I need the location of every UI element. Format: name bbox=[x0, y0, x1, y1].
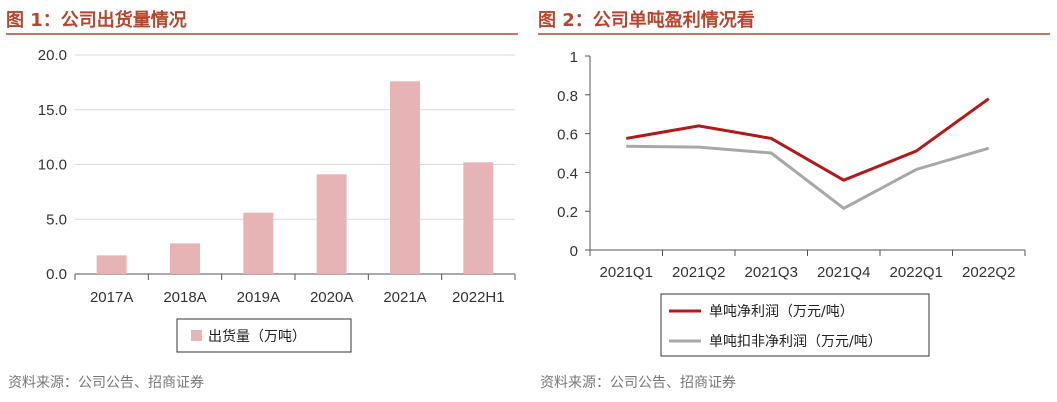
bar-x-tick-label: 2022H1 bbox=[452, 289, 505, 306]
line-x-tick-label: 2022Q2 bbox=[962, 264, 1015, 281]
line-y-tick-label: 1 bbox=[570, 49, 578, 66]
bar-2022H1 bbox=[463, 162, 494, 274]
bar-chart-gridlines bbox=[75, 54, 515, 275]
bar-2018A bbox=[170, 243, 200, 274]
bar-y-tick-label: 15.0 bbox=[38, 102, 67, 119]
line-y-tick-label: 0.2 bbox=[557, 204, 578, 221]
bar-x-tick-label: 2018A bbox=[163, 289, 206, 306]
line-y-tick-label: 0.4 bbox=[557, 165, 578, 182]
bar-x-tick-label: 2019A bbox=[237, 289, 280, 306]
bar-y-tick-label: 20.0 bbox=[38, 47, 67, 64]
bar-2019A bbox=[243, 212, 274, 274]
bar-2020A bbox=[316, 174, 347, 274]
figure-1-title: 图 1：公司出货量情况 bbox=[6, 10, 187, 31]
bar-y-tick-label: 10.0 bbox=[38, 157, 67, 174]
line-x-tick-label: 2021Q4 bbox=[817, 264, 870, 281]
line-x-tick-label: 2021Q3 bbox=[745, 264, 798, 281]
legend-label-net-profit: 单吨净利润（万元/吨） bbox=[709, 304, 854, 320]
line-chart-series bbox=[625, 97, 990, 211]
figure-2-title-rule bbox=[538, 33, 1050, 35]
bar-chart-legend: 出货量（万吨） bbox=[176, 318, 352, 353]
line-y-tick-label: 0.8 bbox=[557, 88, 578, 105]
line-y-tick-label: 0.6 bbox=[557, 127, 578, 144]
legend-box bbox=[660, 293, 930, 357]
shipment-bar-chart: 0.05.010.015.020.0 2017A 2018A 2019A 2020A 2… bbox=[38, 47, 516, 353]
bar-chart-x-tick-labels: 2017A 2018A 2019A 2020A 2021A 2022H1 bbox=[74, 274, 516, 306]
line-series-net-profit bbox=[625, 97, 990, 182]
bar-chart-bars bbox=[96, 81, 494, 274]
figure-1-source: 资料来源：公司公告、招商证券 bbox=[8, 375, 204, 391]
line-chart-y-tick-labels: 0 0.2 0.4 0.6 0.8 1 bbox=[557, 49, 578, 260]
bar-2017A bbox=[96, 255, 127, 274]
bar-x-tick-label: 2020A bbox=[310, 289, 353, 306]
legend-label-shipment: 出货量（万吨） bbox=[208, 328, 306, 345]
line-x-tick-label: 2021Q1 bbox=[600, 264, 653, 281]
line-x-tick-label: 2022Q1 bbox=[890, 264, 943, 281]
line-series-non-recurring bbox=[626, 144, 990, 211]
bar-x-tick-label: 2017A bbox=[90, 289, 133, 306]
line-chart-axes bbox=[585, 55, 1026, 256]
line-chart-legend: 单吨净利润（万元/吨） 单吨扣非净利润（万元/吨） bbox=[660, 293, 930, 357]
legend-swatch-shipment bbox=[191, 330, 202, 341]
bar-x-tick-label: 2021A bbox=[383, 289, 426, 306]
legend-label-non-recurring: 单吨扣非净利润（万元/吨） bbox=[709, 334, 882, 350]
unit-profit-line-chart: 00.20.40.60.81 2021Q1 2021Q2 2021Q3 2021Q4 2… bbox=[557, 49, 1026, 357]
bar-2021A bbox=[390, 81, 420, 274]
figure-2-source: 资料来源：公司公告、招商证券 bbox=[540, 375, 736, 391]
bar-y-tick-label: 5.0 bbox=[46, 211, 67, 228]
figure-2-title: 图 2：公司单吨盈利情况看 bbox=[538, 10, 755, 31]
figure-1-title-rule bbox=[6, 33, 518, 35]
bar-y-tick-label: 0.0 bbox=[46, 266, 67, 283]
bar-chart-y-tick-labels: 0.0 5.0 10.0 15.0 20.0 bbox=[38, 47, 67, 283]
line-chart-x-tick-labels: 2021Q1 2021Q2 2021Q3 2021Q4 2022Q1 2022Q2 bbox=[600, 264, 1016, 281]
line-x-tick-label: 2021Q2 bbox=[672, 264, 725, 281]
line-y-tick-label: 0 bbox=[570, 243, 578, 260]
legend-box bbox=[176, 318, 352, 353]
